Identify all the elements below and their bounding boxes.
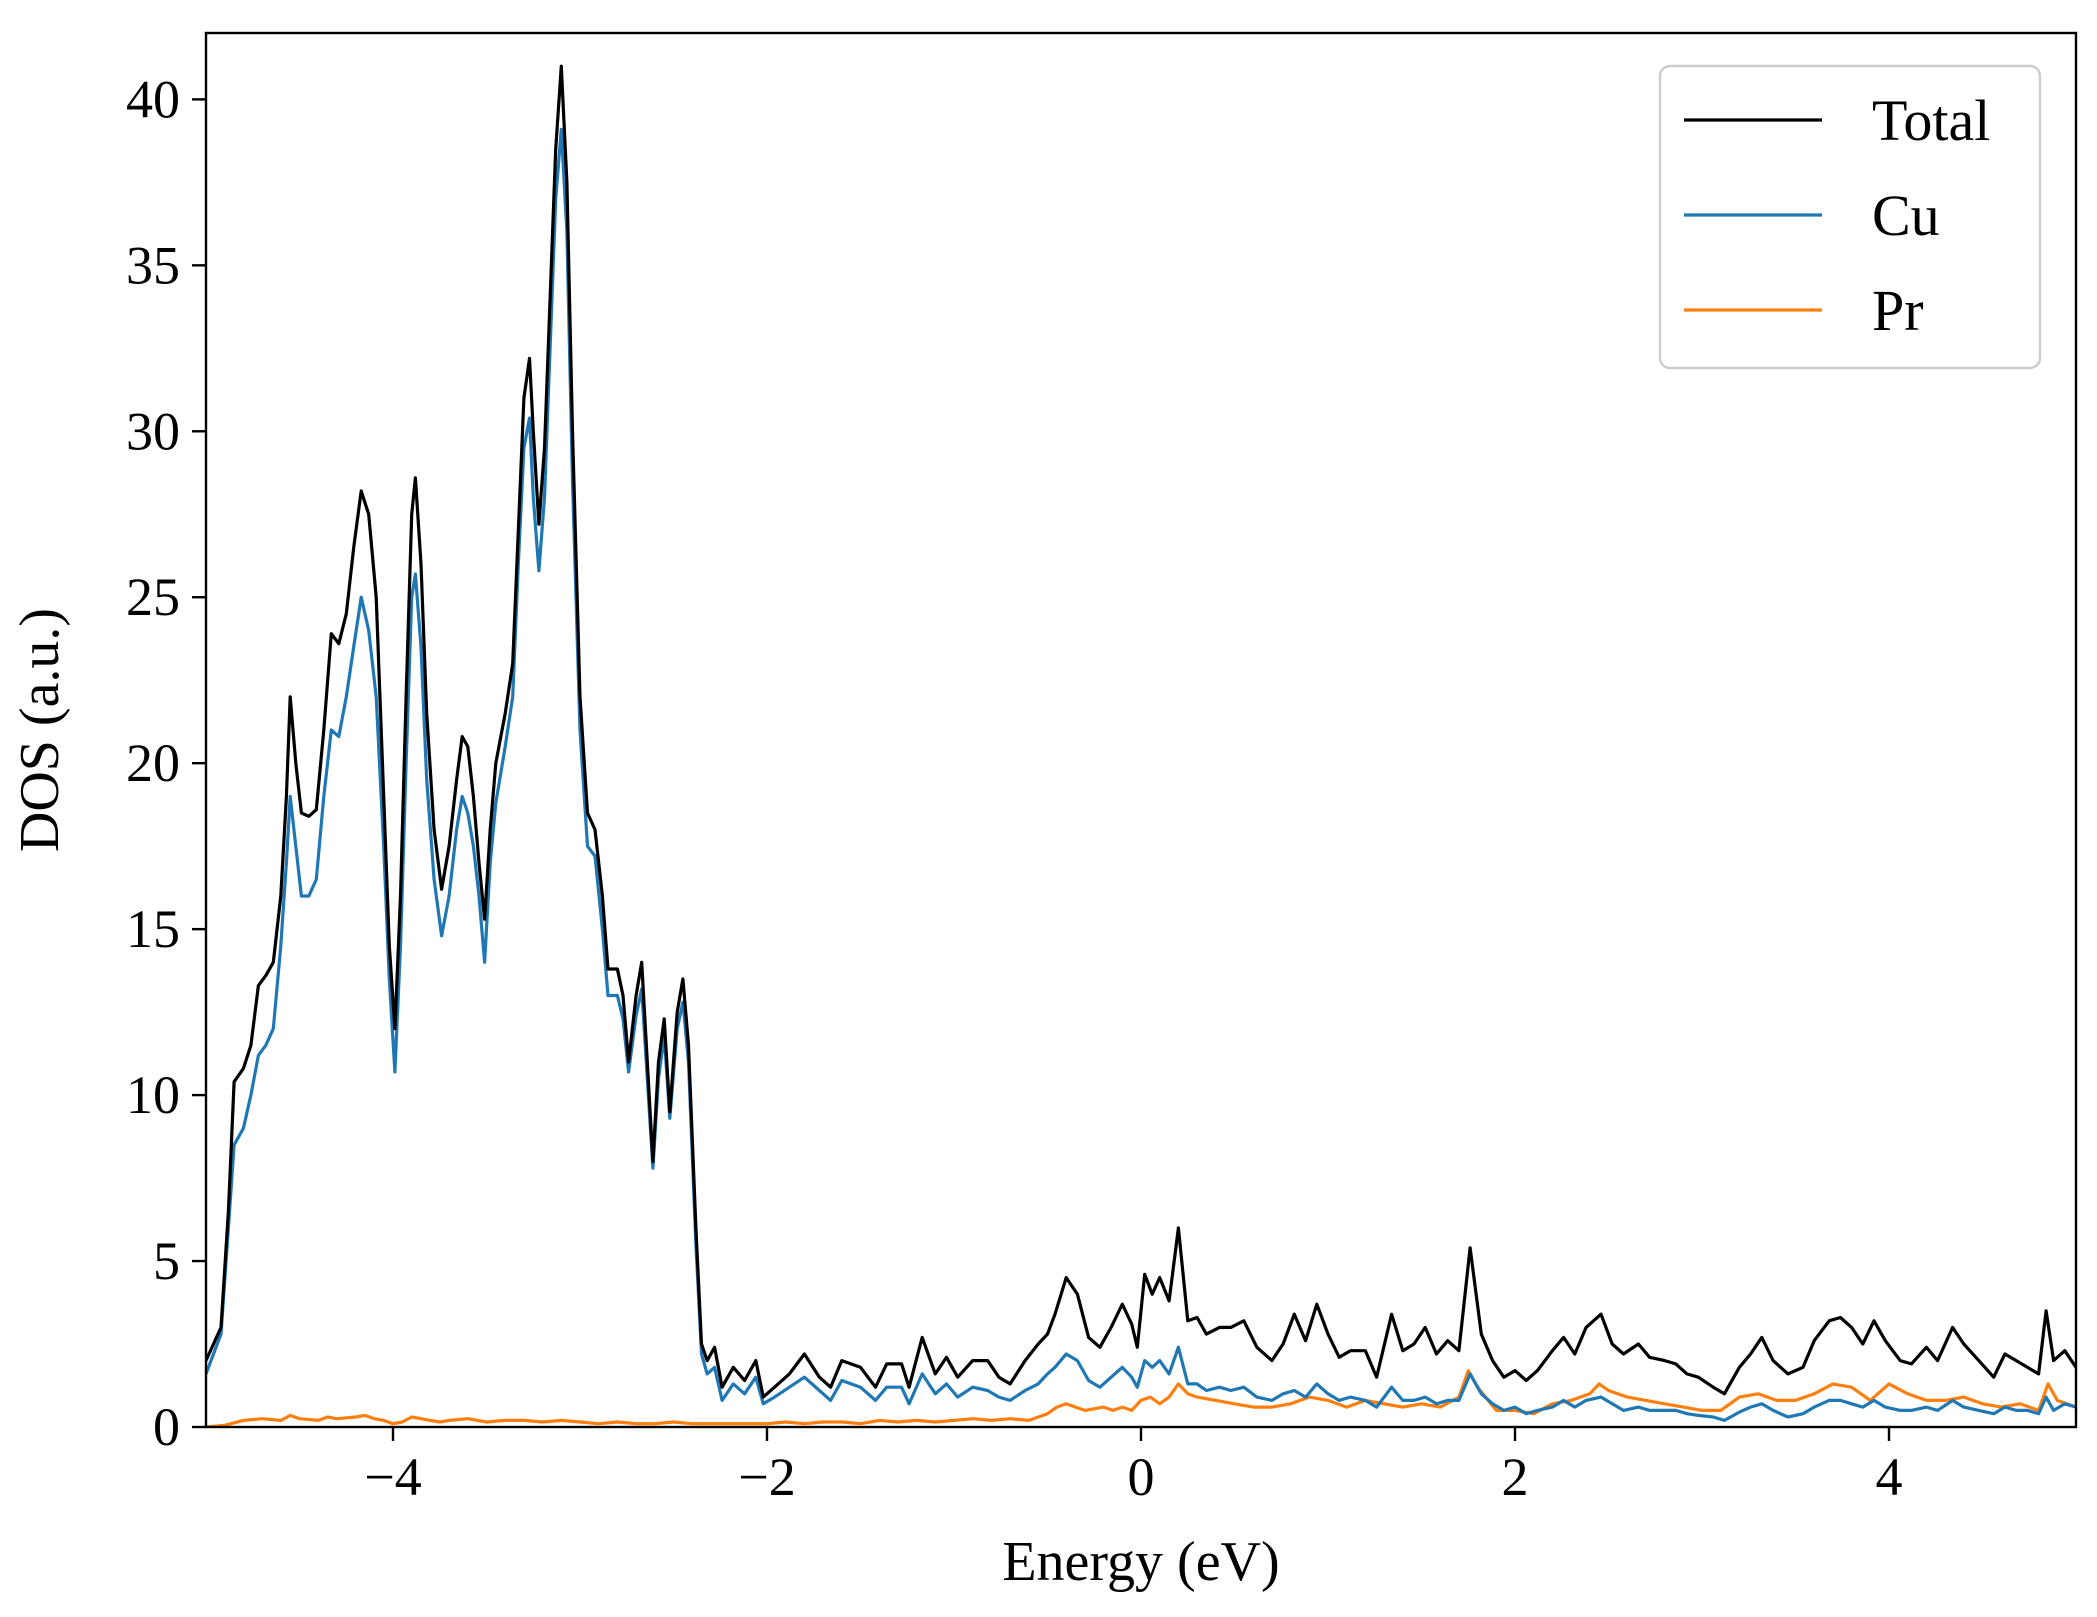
legend-box [1658,64,2042,370]
x-tick-label: 4 [1876,1447,1903,1507]
legend-label-total: Total [1872,88,1990,153]
y-tick-label: 40 [126,69,180,129]
x-tick-label: 0 [1128,1447,1155,1507]
y-tick-label: 0 [153,1397,180,1457]
legend: Total Cu Pr [1658,64,2042,370]
legend-label-cu: Cu [1872,183,1940,248]
y-tick-label: 35 [126,235,180,295]
series-line-cu [206,127,2076,1422]
series-line-pr [206,1369,2076,1427]
series-layer [206,64,2076,1427]
legend-label-pr: Pr [1872,278,1924,343]
y-tick-label: 20 [126,733,180,793]
y-tick-label: 25 [126,567,180,627]
x-axis-label: Energy (eV) [1002,1531,1279,1593]
x-tick-label: −4 [364,1447,421,1507]
series-line-total [206,64,2076,1399]
y-axis-label: DOS (a.u.) [9,608,71,852]
y-tick-label: 5 [153,1231,180,1291]
x-tick-label: −2 [738,1447,795,1507]
y-tick-label: 10 [126,1065,180,1125]
y-tick-label: 30 [126,401,180,461]
y-tick-label: 15 [126,899,180,959]
x-tick-label: 2 [1502,1447,1529,1507]
